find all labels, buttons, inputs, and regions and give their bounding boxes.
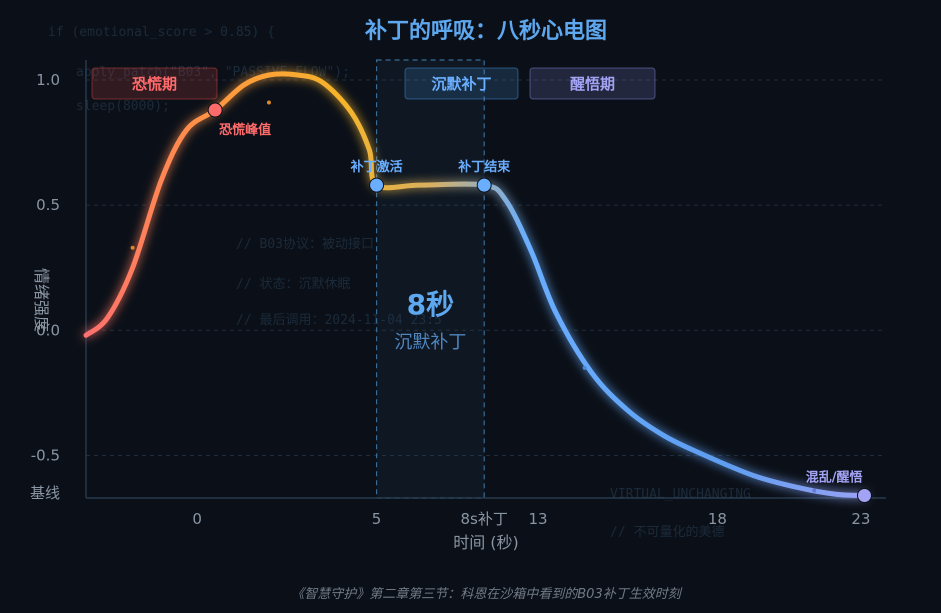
axes: 1.0 0.5 0.0 -0.5 基线 0 5 8s补丁 13 18 23 时间 (秒) 情绪强度: [30, 60, 886, 552]
annotation-marker: [476, 177, 492, 193]
x-tick-label: 8s补丁: [461, 510, 508, 528]
y-tick-label: 1.0: [36, 71, 60, 89]
footer-caption: 《智慧守护》第二章第三节：科恩在沙箱中看到的B03补丁生效时刻: [291, 586, 682, 602]
patch-region: [375, 59, 485, 499]
y-tick-label: 0.5: [36, 196, 60, 214]
ghost-code-line: // 最后调用：2024-11-04 23:5: [236, 313, 442, 328]
ghost-code-line: // 状态：沉默休眠: [236, 276, 350, 292]
phase-tag-label: 沉默补丁: [431, 75, 491, 93]
y-tick-label: 基线: [30, 484, 60, 502]
annotation-label: 混乱/醒悟: [806, 469, 863, 485]
patch-region-box: [375, 59, 485, 499]
phase-tag-label: 醒悟期: [570, 75, 615, 93]
scatter-dot: [266, 100, 271, 105]
x-axis-label: 时间 (秒): [453, 533, 519, 552]
annotation-label: 恐慌峰值: [219, 122, 271, 138]
annotation-marker: [369, 177, 385, 193]
phase-tag: [404, 67, 519, 100]
y-tick-label: -0.5: [31, 446, 60, 464]
y-axis-label: 情绪强度: [32, 268, 51, 332]
ghost-code-line: // B03协议：被动接口: [236, 236, 374, 252]
annotation-marker: [856, 487, 872, 503]
scatter-dot: [130, 245, 135, 250]
x-tick-label: 0: [192, 510, 202, 528]
annotation-label: 补丁结束: [457, 159, 511, 175]
x-tick-label: 5: [372, 510, 382, 528]
scatter-dot: [582, 365, 587, 370]
x-tick-label: 23: [851, 510, 870, 528]
patch-duration-label: 8秒: [407, 288, 454, 321]
phase-tag: [529, 67, 656, 100]
ghost-code-line: if (emotional_score > 0.85) {: [48, 25, 275, 40]
series-line: [83, 71, 867, 498]
ghost-code-line: VIRTUAL_UNCHANGING: [610, 487, 751, 502]
y-tick-label: 0.0: [36, 321, 60, 339]
ghost-code-line: // 不可量化的美德: [610, 524, 724, 540]
annotation-marker: [207, 102, 223, 118]
phase-tag: [91, 67, 218, 100]
patch-caption: 沉默补丁: [394, 332, 466, 353]
grid: [86, 79, 886, 456]
chart-title: 补丁的呼吸：八秒心电图: [364, 18, 607, 44]
x-tick-label: 18: [708, 510, 727, 528]
markers: [130, 100, 872, 503]
x-tick-label: 13: [528, 510, 547, 528]
scatter-dot: [812, 488, 817, 493]
emotion-curve: [83, 71, 867, 498]
ghost-code-line: sleep(8000);: [76, 99, 170, 114]
phase-tag-label: 恐慌期: [132, 75, 177, 93]
annotation-label: 补丁激活: [350, 159, 403, 175]
